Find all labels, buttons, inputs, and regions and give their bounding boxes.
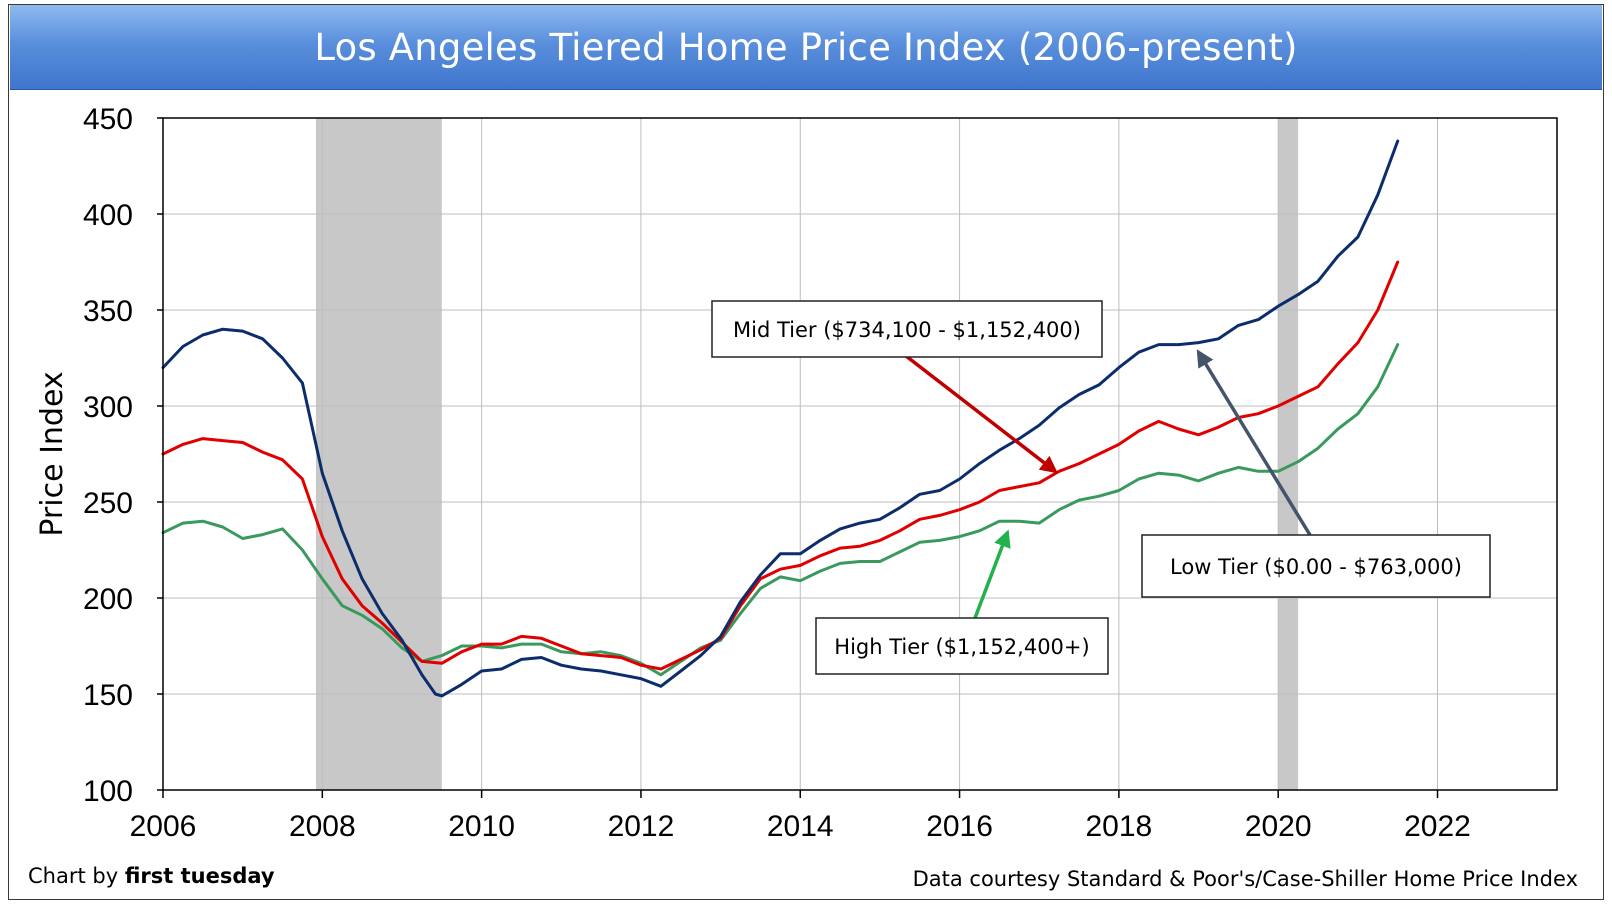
annotation-label-1: Low Tier ($0.00 - $763,000) bbox=[1170, 555, 1462, 579]
series-line-1 bbox=[161, 260, 1400, 671]
y-tick-label-400: 400 bbox=[83, 199, 133, 232]
x-tick-label-2010: 2010 bbox=[448, 810, 515, 843]
y-axis-label: Price Index bbox=[35, 371, 70, 536]
annotation-box-0 bbox=[711, 300, 1103, 358]
y-tick-label-250: 250 bbox=[83, 487, 133, 520]
y-tick-label-200: 200 bbox=[83, 583, 133, 616]
x-tick-label-2022: 2022 bbox=[1404, 810, 1471, 843]
y-tick-label-100: 100 bbox=[83, 775, 133, 808]
x-tick-label-2014: 2014 bbox=[767, 810, 834, 843]
annotation-arrow-2 bbox=[973, 529, 1011, 619]
source-note: Data courtesy Standard & Poor's/Case-Shi… bbox=[913, 867, 1578, 891]
plot-border bbox=[162, 117, 1558, 791]
credit-brand: first tuesday bbox=[125, 864, 275, 888]
annotation-label-2: High Tier ($1,152,400+) bbox=[834, 635, 1089, 659]
credit-note: Chart by first tuesday bbox=[28, 864, 275, 888]
annotation-arrow-0 bbox=[904, 354, 1058, 474]
x-tick-label-2016: 2016 bbox=[926, 810, 993, 843]
annotation-label-0: Mid Tier ($734,100 - $1,152,400) bbox=[733, 318, 1081, 342]
x-tick-label-2020: 2020 bbox=[1245, 810, 1312, 843]
x-tick-label-2008: 2008 bbox=[289, 810, 356, 843]
annotation-arrow-1 bbox=[1196, 349, 1312, 536]
x-tick-label-2018: 2018 bbox=[1086, 810, 1153, 843]
annotation-box-1 bbox=[1141, 534, 1491, 598]
recession-band-1 bbox=[1278, 118, 1299, 790]
y-tick-label-350: 350 bbox=[83, 295, 133, 328]
chart-title: Los Angeles Tiered Home Price Index (200… bbox=[314, 25, 1298, 69]
x-tick-label-2012: 2012 bbox=[608, 810, 675, 843]
credit-prefix: Chart by bbox=[28, 864, 125, 888]
y-axis-ticks: 100 150 200 250 300 350 400 450 bbox=[83, 103, 163, 808]
series-line-0 bbox=[161, 139, 1400, 698]
x-tick-label-2006: 2006 bbox=[130, 810, 197, 843]
recession-band-0 bbox=[315, 118, 442, 790]
title-bar: Los Angeles Tiered Home Price Index (200… bbox=[10, 5, 1602, 90]
annotations: Mid Tier ($734,100 - $1,152,400) Low Tier… bbox=[711, 300, 1491, 675]
chart-frame bbox=[8, 4, 1604, 900]
x-axis-ticks: 2006 2008 2010 2012 2014 2016 2018 2020 2022 bbox=[130, 790, 1471, 843]
series-layer bbox=[161, 139, 1400, 698]
annotation-box-2 bbox=[815, 617, 1109, 675]
y-tick-label-450: 450 bbox=[83, 103, 133, 136]
y-tick-label-300: 300 bbox=[83, 391, 133, 424]
y-tick-label-150: 150 bbox=[83, 679, 133, 712]
recession-bands bbox=[315, 118, 1299, 790]
series-line-2 bbox=[161, 343, 1400, 677]
